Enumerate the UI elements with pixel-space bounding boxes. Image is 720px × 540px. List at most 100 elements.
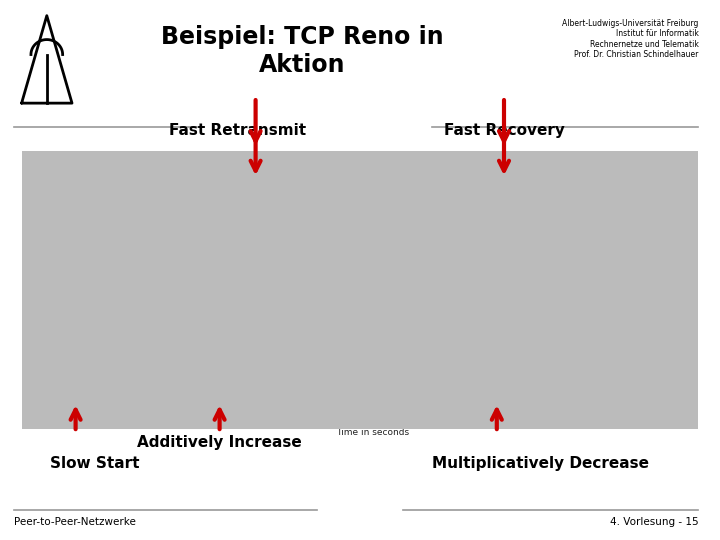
Text: Additively Increase: Additively Increase [138, 435, 302, 450]
Bar [673, 411, 677, 415]
Bar [469, 410, 472, 413]
Bar [662, 418, 665, 422]
Bar [279, 410, 284, 414]
Y-axis label: KB/s: KB/s [23, 281, 32, 300]
Bar [87, 183, 91, 187]
Bar [407, 195, 410, 200]
Bar [577, 414, 582, 417]
Bar [84, 195, 89, 199]
Bar [202, 191, 205, 195]
Bar [166, 176, 171, 180]
Bar [580, 191, 582, 195]
Bar [521, 179, 524, 183]
Text: Peer-to-Peer-Netzwerke: Peer-to-Peer-Netzwerke [14, 517, 136, 528]
Bar [333, 186, 338, 190]
Bar [168, 183, 173, 187]
Bar [306, 181, 307, 185]
Bar [325, 181, 330, 185]
Bar [575, 411, 579, 414]
Bar [132, 177, 134, 181]
Bar [606, 195, 611, 199]
Bar [591, 408, 596, 411]
Bar [469, 190, 474, 194]
Bar [481, 187, 485, 191]
Bar [71, 411, 76, 414]
Bar [300, 182, 302, 186]
Bar [228, 197, 231, 201]
Bar [527, 183, 531, 187]
Bar [359, 415, 360, 418]
Bar [614, 191, 618, 195]
Bar [86, 408, 90, 411]
Bar [231, 191, 234, 194]
Bar [315, 418, 320, 421]
Bar [366, 413, 369, 416]
Bar [634, 418, 638, 421]
Bar [544, 177, 546, 180]
Bar [561, 174, 562, 178]
Bar [222, 413, 225, 416]
Bar [78, 412, 83, 415]
Bar [580, 175, 582, 179]
Bar [647, 195, 649, 199]
Bar [86, 416, 91, 420]
Bar [528, 173, 531, 177]
Bar [307, 413, 309, 416]
Bar [137, 186, 138, 190]
Bar [392, 412, 395, 415]
Bar [623, 419, 629, 422]
Bar [210, 177, 213, 180]
Bar [507, 421, 508, 424]
Bar [334, 419, 336, 422]
Bar [138, 195, 143, 199]
Bar [650, 195, 655, 199]
Bar [134, 408, 138, 411]
Bar [330, 186, 332, 190]
Bar [517, 415, 521, 418]
Bar [85, 192, 89, 197]
Bar [441, 415, 444, 418]
Bar [66, 416, 68, 420]
Bar [258, 418, 260, 422]
Bar [242, 411, 248, 414]
Bar [136, 418, 140, 422]
Bar [242, 181, 246, 185]
Bar [302, 418, 306, 421]
Bar [174, 416, 176, 420]
Bar [615, 185, 618, 188]
Bar [329, 178, 333, 182]
Bar [94, 418, 99, 421]
Text: Fast Retransmit: Fast Retransmit [169, 123, 306, 138]
Bar [672, 173, 674, 177]
Bar [564, 183, 569, 187]
Bar [653, 409, 658, 413]
Bar [356, 193, 359, 197]
Bar [569, 172, 571, 177]
Bar [60, 193, 64, 197]
Bar [148, 185, 151, 189]
Bar [468, 196, 473, 200]
Bar [428, 186, 429, 190]
Bar [437, 414, 440, 417]
X-axis label: Time in seconds: Time in seconds [336, 428, 409, 437]
Bar [609, 413, 613, 416]
Bar [110, 181, 112, 185]
Bar [662, 192, 664, 196]
Bar [430, 196, 433, 200]
Bar [599, 418, 603, 422]
Bar [392, 183, 397, 187]
Bar [314, 196, 318, 200]
Bar [546, 191, 550, 194]
Bar [366, 174, 370, 178]
Bar [284, 185, 288, 189]
Bar [554, 198, 555, 202]
Bar [547, 181, 549, 185]
Bar [319, 198, 322, 201]
Bar [680, 413, 683, 416]
Bar [114, 409, 119, 413]
Bar [164, 196, 166, 200]
Bar [611, 192, 614, 196]
Bar [634, 183, 638, 187]
Bar [183, 195, 186, 199]
Bar [183, 198, 186, 202]
